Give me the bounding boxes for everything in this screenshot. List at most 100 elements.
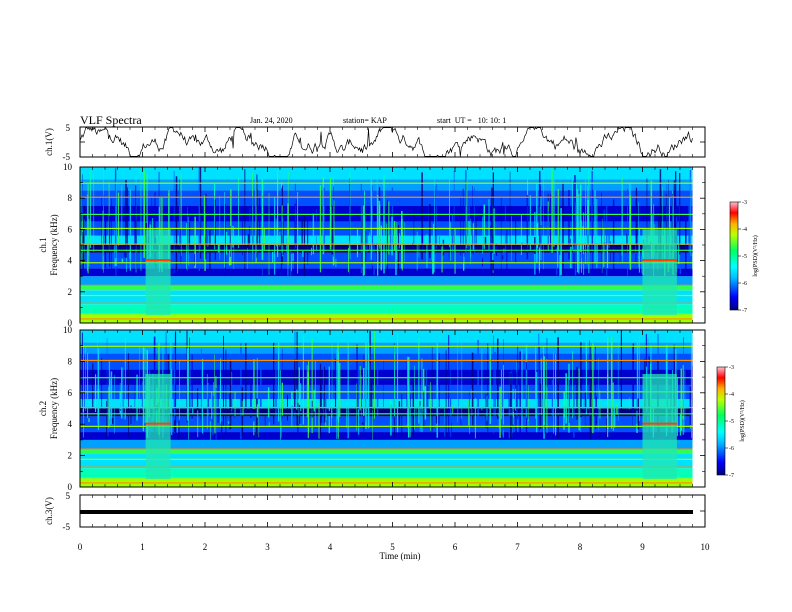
spectrogram-streak bbox=[369, 331, 371, 413]
spectrogram-streak bbox=[123, 250, 125, 258]
spectrogram-streak bbox=[361, 218, 363, 268]
spectrogram-streak bbox=[592, 189, 593, 271]
spectrogram-streak bbox=[526, 369, 527, 418]
spectrogram-streak bbox=[121, 185, 123, 246]
spectrogram-streak bbox=[224, 192, 225, 268]
spectrogram-streak bbox=[397, 334, 399, 433]
spectrogram-streak bbox=[451, 214, 454, 269]
spectrogram-streak bbox=[294, 203, 296, 275]
spectrogram-streak bbox=[328, 409, 330, 415]
spectrogram-streak bbox=[510, 373, 512, 439]
spectrogram-streak bbox=[233, 226, 235, 270]
spectrogram-streak bbox=[275, 358, 277, 427]
spectrogram-streak bbox=[601, 192, 602, 274]
spectrogram-streak bbox=[331, 205, 334, 255]
spectrogram-streak bbox=[179, 360, 180, 420]
spectrogram-streak bbox=[339, 362, 341, 417]
spectrogram-streak bbox=[372, 395, 373, 440]
spectrogram-streak bbox=[448, 334, 450, 440]
spectrogram-streak bbox=[511, 367, 513, 438]
start-ut-label: start UT = 10: 10: 1 bbox=[437, 116, 507, 125]
spectrogram-streak bbox=[223, 335, 224, 426]
spectrogram-streak bbox=[108, 361, 110, 419]
spectrogram-streak bbox=[473, 187, 475, 267]
spectrogram-streak bbox=[247, 234, 250, 249]
spectrogram-line bbox=[80, 262, 693, 264]
y-tick-label: -5 bbox=[63, 522, 71, 532]
colorbar-tick-label: -3 bbox=[729, 365, 734, 371]
date-label: Jan. 24, 2020 bbox=[250, 116, 293, 125]
spectrogram-streak bbox=[302, 336, 304, 425]
spectrogram-streak bbox=[462, 188, 464, 264]
spectrogram-streak bbox=[414, 365, 415, 430]
spectrogram-streak bbox=[485, 393, 487, 428]
spectrogram-line bbox=[80, 318, 693, 320]
spectrogram-streak bbox=[244, 169, 246, 270]
spectrogram-streak bbox=[612, 382, 614, 431]
spectrogram-streak bbox=[536, 371, 538, 433]
spectrogram-streak bbox=[516, 361, 518, 432]
spectrogram-streak bbox=[364, 191, 365, 276]
spectrogram-streak bbox=[286, 238, 287, 252]
spectrogram-streak bbox=[535, 346, 537, 419]
figure-title: VLF Spectra bbox=[80, 113, 142, 127]
spectrogram-streak bbox=[365, 340, 367, 429]
spectrogram-streak bbox=[119, 392, 121, 414]
spectrogram-streak bbox=[436, 343, 439, 438]
y-tick-label: -5 bbox=[63, 152, 71, 162]
spectrogram-streak bbox=[298, 367, 300, 424]
spectrogram-streak bbox=[442, 239, 445, 256]
spectrogram-streak bbox=[336, 349, 337, 439]
spectrogram-streak bbox=[435, 212, 437, 254]
spectrogram-streak bbox=[450, 222, 451, 261]
spectrogram-streak bbox=[191, 354, 193, 419]
spectrogram-streak bbox=[93, 172, 95, 252]
spectrogram-streak bbox=[493, 335, 494, 434]
spectrogram-streak bbox=[626, 233, 627, 247]
colorbar-tick-label: -7 bbox=[729, 473, 734, 479]
spectrogram-streak bbox=[594, 190, 596, 264]
spectrogram-streak bbox=[174, 366, 176, 434]
spectrogram-streak bbox=[199, 212, 201, 249]
spectrogram-streak bbox=[231, 372, 233, 414]
spectrogram-streak bbox=[422, 368, 425, 413]
spectrogram-streak bbox=[436, 415, 438, 424]
spectrogram-streak bbox=[129, 189, 131, 271]
spectrogram-streak bbox=[83, 212, 85, 272]
spectrogram-streak bbox=[95, 374, 97, 412]
colorbar-tick-label: -6 bbox=[742, 281, 747, 287]
spectrogram-streak bbox=[306, 365, 308, 417]
spectrogram-streak bbox=[557, 240, 559, 268]
spectrogram-streak bbox=[434, 176, 435, 273]
y-axis-label: Frequency (kHz) bbox=[49, 378, 59, 439]
spectrogram-streak bbox=[219, 195, 221, 260]
spectrogram-streak bbox=[114, 375, 115, 434]
spectrogram-streak bbox=[361, 422, 364, 425]
spectrogram-streak bbox=[302, 250, 304, 257]
spectrogram-streak bbox=[688, 422, 690, 430]
spectrogram-streak bbox=[529, 195, 531, 250]
spectrogram-streak bbox=[281, 217, 284, 257]
spectrogram-streak bbox=[206, 225, 209, 247]
spectrogram-burst-line bbox=[145, 422, 171, 425]
spectrogram-streak bbox=[136, 209, 137, 271]
spectrogram-streak bbox=[550, 194, 552, 252]
spectrogram-streak bbox=[418, 235, 420, 258]
spectrogram-line bbox=[80, 284, 693, 286]
spectrogram-streak bbox=[559, 255, 561, 277]
spectrogram-streak bbox=[245, 343, 247, 416]
spectrogram-streak bbox=[453, 170, 455, 267]
spectrogram-streak bbox=[258, 403, 260, 438]
spectrogram-streak bbox=[292, 253, 294, 261]
spectrogram-streak bbox=[394, 344, 396, 417]
y-tick-label: 4 bbox=[68, 419, 73, 429]
spectrogram-band bbox=[80, 342, 693, 354]
spectrogram-streak bbox=[591, 376, 593, 426]
spectrogram-streak bbox=[581, 219, 582, 273]
spectrogram-streak bbox=[256, 174, 258, 258]
spectrogram-streak bbox=[348, 240, 350, 250]
spectrogram-streak bbox=[311, 400, 313, 418]
spectrogram-streak bbox=[88, 218, 90, 267]
y-axis-label: ch.1(V) bbox=[44, 128, 54, 156]
spectrogram-streak bbox=[300, 423, 302, 427]
